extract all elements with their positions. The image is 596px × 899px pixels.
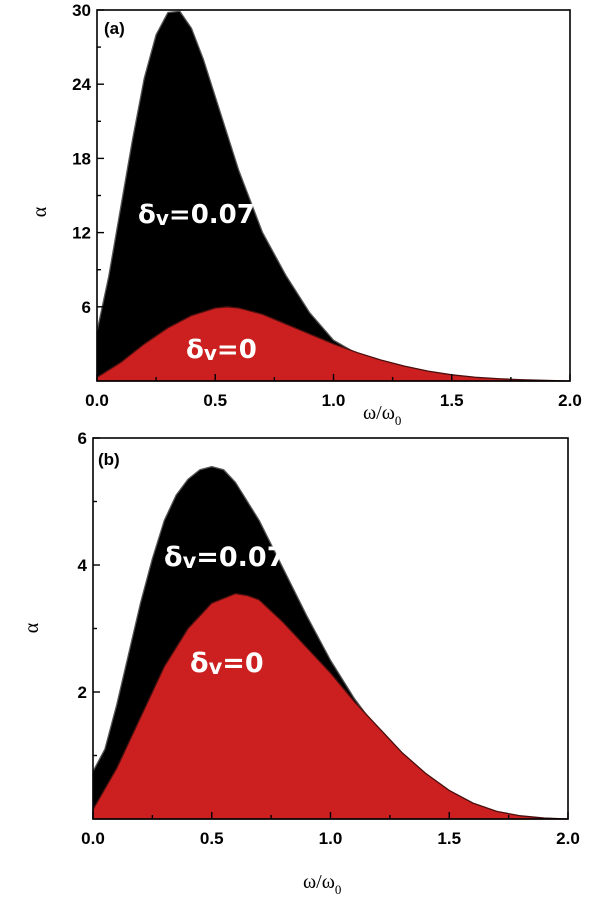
annot-b0-symbol: δ <box>164 542 183 573</box>
panel-b-xlabel-sub: 0 <box>335 882 342 897</box>
panel-b-annot-dv007: δv=0.07 <box>164 542 286 573</box>
annot-b1-suffix: =0 <box>222 648 263 679</box>
annot-a1-sub: v <box>204 341 217 365</box>
panel-b-ticks: 0.0 0.5 1.0 1.5 2.0 2 4 6 <box>78 429 580 848</box>
panel-b-ytick-label-1: 4 <box>78 556 88 575</box>
annot-b1-sub: v <box>209 655 223 679</box>
panel-a-ytick-label-2: 18 <box>72 149 91 168</box>
panel-a-area-series-0 <box>96 10 571 382</box>
panel-a-xlabel-main: ω/ω <box>363 402 395 424</box>
annot-b1-symbol: δ <box>190 648 209 679</box>
panel-a-ytick-label-3: 24 <box>72 75 91 94</box>
panel-b-xtick-label-3: 1.5 <box>437 829 461 848</box>
panel-b-label: (b) <box>98 450 120 469</box>
annot-a0-suffix: =0.07 <box>169 200 255 230</box>
panel-a-ylabel: α <box>29 206 51 217</box>
panel-b-area-series-1 <box>92 592 569 820</box>
annot-a0-sub: v <box>156 206 169 230</box>
annot-a1-suffix: =0 <box>217 335 257 365</box>
panel-a-xtick-label-0: 0.0 <box>85 391 109 410</box>
panel-a-xtick-label-1: 0.5 <box>203 391 227 410</box>
panel-b-xtick-label-1: 0.5 <box>200 829 224 848</box>
panel-b-ytick-label-0: 2 <box>78 683 87 702</box>
panel-a-xtick-label-3: 1.5 <box>440 391 464 410</box>
panel-a-xlabel-sub: 0 <box>395 413 402 428</box>
panel-b-xlabel-main: ω/ω <box>303 871 335 893</box>
panel-b-ylabel: α <box>21 622 43 633</box>
annot-b0-suffix: =0.07 <box>196 542 285 573</box>
panel-a-ytick-label-4: 30 <box>72 1 91 20</box>
panel-a-ytick-label-0: 6 <box>82 298 91 317</box>
panel-a-annot-dv007: δv=0.07 <box>138 200 255 230</box>
annot-a0-symbol: δ <box>138 200 156 230</box>
panel-a-xtick-label-2: 1.0 <box>322 391 346 410</box>
panel-a-xtick-label-4: 2.0 <box>558 391 582 410</box>
panel-b-areas <box>92 465 569 820</box>
panel-b-xtick-label-2: 1.0 <box>319 829 343 848</box>
panel-b-xlabel: ω/ω0 <box>303 871 341 897</box>
annot-b0-sub: v <box>183 549 197 573</box>
panel-b-xtick-label-4: 2.0 <box>556 829 580 848</box>
annot-a1-symbol: δ <box>186 335 204 365</box>
panel-a-annot-dv0: δv=0 <box>186 335 257 365</box>
panel-b-ytick-label-2: 6 <box>78 429 87 448</box>
panel-a-area-series-1 <box>96 306 571 382</box>
panel-a-label: (a) <box>104 19 125 38</box>
panel-a-areas <box>96 10 571 382</box>
panel-b-annot-dv0: δv=0 <box>190 648 264 679</box>
panel-b-xtick-label-0: 0.0 <box>81 829 105 848</box>
panel-a-ticks: 0.0 0.5 1.0 1.5 2.0 6 12 18 24 30 <box>72 1 582 410</box>
panel-a-ytick-label-1: 12 <box>72 224 91 243</box>
panel-a-xlabel: ω/ω0 <box>363 402 401 428</box>
